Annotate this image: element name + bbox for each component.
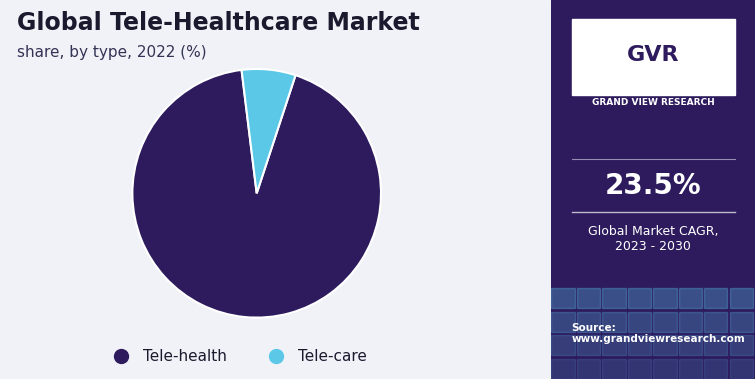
Bar [729,359,753,379]
Text: 23.5%: 23.5% [605,172,701,200]
Bar [704,288,728,308]
Bar [602,288,626,308]
Bar [602,312,626,332]
Bar [679,335,702,356]
Bar [627,359,651,379]
Bar [704,335,728,356]
Bar [679,288,702,308]
Bar [653,359,676,379]
Text: GVR: GVR [627,45,680,65]
Text: GRAND VIEW RESEARCH: GRAND VIEW RESEARCH [592,98,714,107]
Bar [704,359,728,379]
Bar [679,312,702,332]
Bar [627,288,651,308]
Bar [729,312,753,332]
Wedge shape [132,70,381,318]
Bar [679,359,702,379]
Text: share, by type, 2022 (%): share, by type, 2022 (%) [17,45,206,61]
Bar [653,335,676,356]
Wedge shape [242,69,295,193]
Bar [653,312,676,332]
Bar [704,312,728,332]
Bar [577,288,600,308]
Bar [602,335,626,356]
Text: Global Market CAGR,
2023 - 2030: Global Market CAGR, 2023 - 2030 [588,225,718,253]
Text: Tele-care: Tele-care [297,349,366,364]
Bar [577,312,600,332]
Bar [551,288,575,308]
Bar [602,359,626,379]
Bar [572,19,735,95]
Bar [551,359,575,379]
Text: Source:
www.grandviewresearch.com: Source: www.grandviewresearch.com [572,323,745,344]
Bar [729,335,753,356]
Bar [653,288,676,308]
Bar [729,288,753,308]
Bar [551,335,575,356]
Bar [551,312,575,332]
Bar [627,312,651,332]
Bar [627,335,651,356]
Text: Global Tele-Healthcare Market: Global Tele-Healthcare Market [17,11,419,35]
Bar [577,359,600,379]
Bar [577,335,600,356]
Text: Tele-health: Tele-health [143,349,227,364]
